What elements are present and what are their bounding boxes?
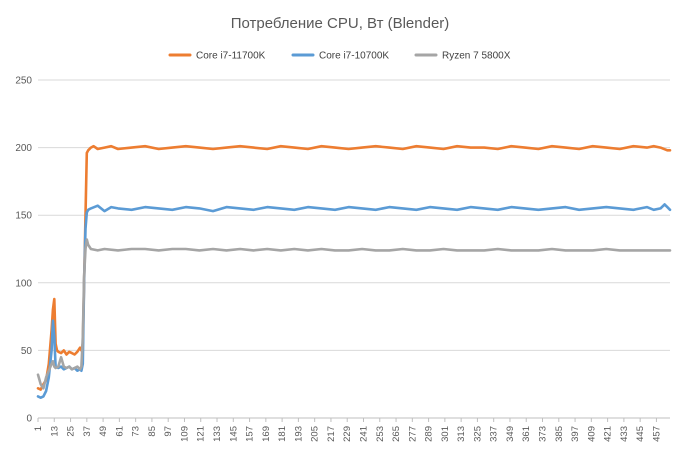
x-tick-label: 145: [228, 426, 239, 442]
x-tick-label: 325: [472, 426, 483, 442]
y-tick-label: 0: [26, 414, 32, 425]
series-line-0: [36, 144, 672, 391]
x-tick-label: 169: [261, 426, 272, 442]
x-tick-label: 349: [505, 426, 516, 442]
y-axis-ticks: 0 50 100 150 200 250: [15, 76, 32, 425]
x-tick-label: 277: [407, 426, 418, 442]
x-tick-label: 181: [277, 426, 288, 442]
gridlines: [38, 79, 670, 419]
x-tick-label: 265: [391, 426, 402, 442]
x-tick-label: 97: [163, 426, 174, 437]
legend-label: Ryzen 7 5800X: [442, 51, 511, 62]
x-tick-label: 157: [245, 426, 256, 442]
x-tick-label: 361: [521, 426, 532, 442]
x-tick-label: 421: [603, 426, 614, 442]
series-line-1: [36, 203, 672, 399]
x-tick-label: 445: [635, 426, 646, 442]
x-tick-label: 397: [570, 426, 581, 442]
chart-title: Потребление CPU, Вт (Blender): [231, 15, 450, 32]
x-tick-label: 193: [293, 426, 304, 442]
y-tick-label: 100: [15, 278, 32, 289]
x-tick-label: 61: [114, 426, 125, 437]
chart-legend: Core i7-11700K Core i7-10700K Ryzen 7 5800…: [168, 51, 511, 62]
x-tick-label: 73: [131, 426, 142, 437]
y-tick-label: 150: [15, 211, 32, 222]
legend-label: Core i7-11700K: [196, 51, 266, 62]
y-tick-label: 250: [15, 76, 32, 87]
x-tick-label: 457: [651, 426, 662, 442]
series-lines: [36, 144, 672, 399]
x-tick-label: 289: [424, 426, 435, 442]
x-tick-label: 133: [212, 426, 223, 442]
x-tick-label: 121: [196, 426, 207, 442]
x-tick-label: 241: [358, 426, 369, 442]
x-tick-label: 85: [147, 426, 158, 437]
x-tick-label: 217: [326, 426, 337, 442]
y-tick-label: 50: [21, 346, 33, 357]
x-tick-label: 13: [49, 426, 60, 437]
x-tick-label: 49: [98, 426, 109, 437]
x-tick-label: 313: [456, 426, 467, 442]
x-tick-label: 25: [66, 426, 77, 437]
x-axis-ticks: 1 13 25 37 49 61 73 85 97 109 121 133 145 157 169 181 19…: [33, 418, 662, 442]
legend-label: Core i7-10700K: [319, 51, 389, 62]
x-tick-label: 37: [82, 426, 93, 437]
x-tick-label: 409: [586, 426, 597, 442]
x-tick-label: 337: [489, 426, 500, 442]
x-tick-label: 373: [538, 426, 549, 442]
y-tick-label: 200: [15, 143, 32, 154]
x-tick-label: 229: [342, 426, 353, 442]
x-tick-label: 1: [33, 426, 44, 431]
x-tick-label: 109: [179, 426, 190, 442]
x-tick-label: 205: [310, 426, 321, 442]
x-tick-label: 385: [554, 426, 565, 442]
series-line-2: [36, 238, 672, 390]
x-tick-label: 301: [440, 426, 451, 442]
x-tick-label: 253: [375, 426, 386, 442]
x-tick-label: 433: [619, 426, 630, 442]
